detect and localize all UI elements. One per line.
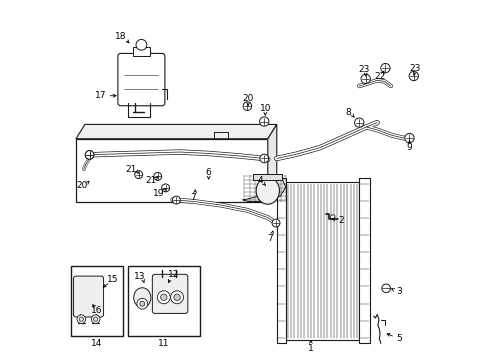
Bar: [253, 174, 282, 180]
Circle shape: [380, 63, 389, 73]
Bar: [128, 266, 199, 336]
Text: 6: 6: [205, 168, 211, 177]
Text: 17: 17: [95, 91, 106, 100]
Circle shape: [259, 117, 268, 126]
Bar: [285, 182, 359, 339]
Text: 16: 16: [90, 306, 102, 315]
Circle shape: [354, 118, 363, 127]
Text: 2: 2: [338, 216, 344, 225]
FancyBboxPatch shape: [73, 276, 103, 317]
Circle shape: [136, 40, 146, 50]
Text: 3: 3: [396, 287, 402, 296]
Circle shape: [381, 284, 389, 293]
Text: 7: 7: [267, 234, 273, 243]
Circle shape: [157, 291, 170, 304]
Circle shape: [330, 215, 334, 219]
Circle shape: [243, 102, 251, 111]
Circle shape: [93, 317, 98, 321]
Text: 20: 20: [77, 181, 88, 190]
Circle shape: [85, 150, 94, 159]
Bar: [276, 178, 285, 343]
Circle shape: [135, 171, 142, 179]
Circle shape: [404, 134, 413, 143]
Text: 21: 21: [125, 165, 137, 174]
Circle shape: [174, 294, 180, 301]
Polygon shape: [242, 175, 285, 202]
Bar: [76, 139, 267, 202]
Text: 9: 9: [406, 143, 411, 152]
Text: 15: 15: [107, 275, 119, 284]
Bar: [359, 178, 369, 343]
Circle shape: [360, 74, 369, 84]
Circle shape: [153, 172, 162, 180]
Ellipse shape: [256, 177, 279, 204]
Circle shape: [260, 154, 268, 163]
Circle shape: [77, 315, 85, 323]
Circle shape: [91, 315, 100, 323]
Text: 11: 11: [158, 339, 169, 348]
Text: 21: 21: [145, 176, 157, 185]
Text: 7: 7: [190, 193, 196, 202]
Text: 10: 10: [259, 104, 270, 113]
Text: 23: 23: [408, 64, 420, 73]
Text: 5: 5: [395, 334, 401, 343]
Circle shape: [408, 71, 418, 81]
Text: 12: 12: [168, 270, 179, 279]
Text: 8: 8: [345, 108, 351, 117]
Circle shape: [170, 291, 183, 304]
Circle shape: [160, 294, 167, 301]
Text: 1: 1: [307, 344, 313, 353]
Text: 22: 22: [374, 72, 385, 81]
Polygon shape: [267, 125, 276, 202]
Circle shape: [79, 317, 83, 321]
Text: 23: 23: [357, 65, 368, 74]
Ellipse shape: [133, 288, 151, 307]
Circle shape: [162, 184, 169, 192]
Circle shape: [140, 301, 144, 306]
Bar: [70, 266, 122, 336]
FancyBboxPatch shape: [118, 53, 164, 106]
Circle shape: [271, 219, 280, 227]
Text: 4: 4: [257, 176, 262, 185]
Text: 18: 18: [115, 32, 126, 41]
Bar: [133, 47, 149, 56]
Polygon shape: [76, 125, 276, 139]
FancyBboxPatch shape: [152, 274, 187, 314]
Text: 19: 19: [153, 189, 164, 198]
Circle shape: [172, 196, 180, 204]
Circle shape: [85, 150, 94, 159]
Text: 13: 13: [133, 272, 145, 281]
Circle shape: [137, 298, 147, 309]
Text: 14: 14: [91, 339, 102, 348]
Text: 20: 20: [242, 94, 253, 103]
